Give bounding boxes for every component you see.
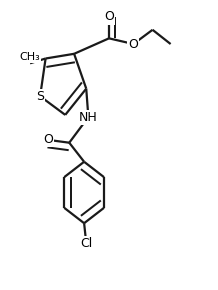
Text: CH₃: CH₃	[20, 52, 41, 62]
Text: NH: NH	[79, 110, 98, 124]
Text: O: O	[128, 37, 138, 50]
Text: Cl: Cl	[80, 237, 92, 250]
Text: O: O	[104, 10, 114, 23]
Text: S: S	[36, 90, 44, 103]
Text: O: O	[43, 133, 53, 146]
